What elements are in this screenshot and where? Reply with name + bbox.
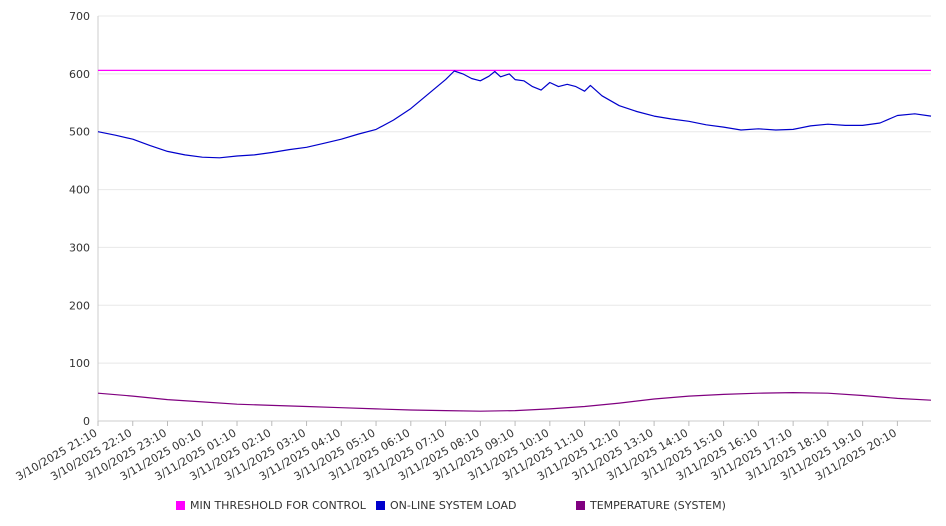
x-axis: 3/10/2025 21:103/10/2025 22:103/10/2025 …	[14, 421, 899, 483]
y-tick-label: 0	[83, 415, 90, 428]
y-tick-label: 500	[69, 126, 90, 139]
series-line-on-line-system-load	[97, 70, 932, 159]
series-line-temperature-system	[97, 392, 932, 412]
legend-swatch	[576, 501, 585, 510]
y-tick-label: 100	[69, 357, 90, 370]
legend-label: TEMPERATURE (SYSTEM)	[589, 499, 726, 512]
legend: MIN THRESHOLD FOR CONTROL ON-LINE SYSTEM …	[176, 499, 726, 512]
y-tick-label: 300	[69, 241, 90, 254]
y-tick-label: 700	[69, 10, 90, 23]
gridlines	[98, 15, 931, 422]
y-axis: 0 100 200 300 400 500 600 700	[69, 10, 99, 428]
legend-label: ON-LINE SYSTEM LOAD	[390, 499, 516, 512]
legend-label: MIN THRESHOLD FOR CONTROL	[190, 499, 367, 512]
y-tick-label: 600	[69, 68, 90, 81]
series-lines	[97, 69, 932, 412]
y-tick-label: 400	[69, 184, 90, 197]
y-tick-label: 200	[69, 299, 90, 312]
legend-swatch	[176, 501, 185, 510]
legend-swatch	[376, 501, 385, 510]
